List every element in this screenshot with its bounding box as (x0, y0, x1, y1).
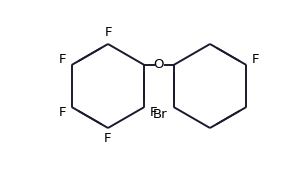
Text: F: F (104, 133, 112, 146)
Text: Br: Br (152, 108, 167, 121)
Text: O: O (154, 58, 164, 71)
Text: F: F (58, 53, 66, 66)
Text: F: F (58, 106, 66, 119)
Text: F: F (150, 106, 158, 119)
Text: F: F (104, 27, 112, 39)
Text: F: F (252, 53, 260, 66)
